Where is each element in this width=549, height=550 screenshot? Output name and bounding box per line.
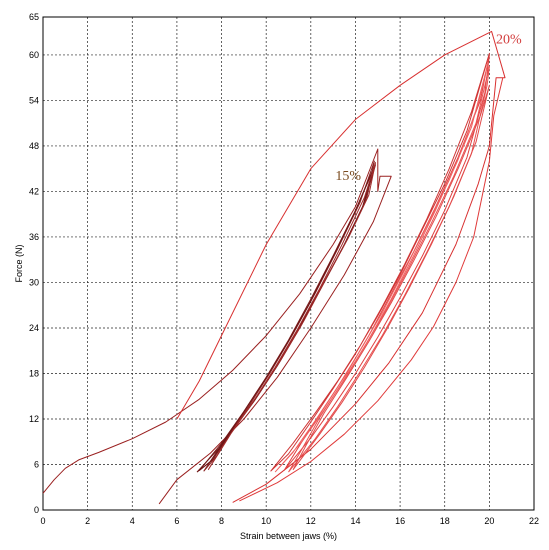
y-tick-label: 6 — [34, 459, 39, 469]
series-line-6 — [176, 30, 506, 503]
series-line-12 — [239, 77, 504, 502]
y-tick-label: 42 — [29, 186, 39, 196]
x-tick-label: 16 — [395, 516, 405, 526]
tick-labels: 0 2 4 6 8 10 12 14 16 18 20 22061218243036424854606… — [29, 12, 539, 526]
y-tick-label: 65 — [29, 12, 39, 22]
series-line-2 — [198, 164, 376, 471]
x-tick-label: 12 — [306, 516, 316, 526]
x-tick-label: 14 — [350, 516, 360, 526]
x-tick-label: 20 — [484, 516, 494, 526]
x-axis-label: Strain between jaws (%) — [240, 531, 337, 541]
y-tick-label: 0 — [34, 505, 39, 515]
annotation-label: 15% — [335, 169, 361, 184]
y-tick-label: 54 — [29, 95, 39, 105]
x-tick-label: 0 — [40, 516, 45, 526]
grid — [43, 17, 534, 510]
series-line-7 — [283, 54, 490, 471]
y-tick-label: 18 — [29, 368, 39, 378]
y-tick-label: 48 — [29, 141, 39, 151]
series-line-5 — [207, 162, 376, 471]
y-tick-label: 24 — [29, 323, 39, 333]
series-line-8 — [288, 65, 490, 473]
series-line-1 — [42, 148, 392, 505]
x-tick-label: 2 — [85, 516, 90, 526]
annotation-label: 20% — [496, 33, 522, 48]
y-tick-label: 30 — [29, 277, 39, 287]
plot-frame — [42, 16, 535, 511]
x-tick-label: 18 — [440, 516, 450, 526]
y-axis-label: Force (N) — [14, 244, 24, 282]
x-tick-label: 6 — [174, 516, 179, 526]
series-line-10 — [270, 52, 490, 472]
series-line-9 — [274, 62, 489, 473]
series-line-3 — [203, 160, 375, 472]
y-tick-label: 36 — [29, 232, 39, 242]
x-tick-label: 10 — [261, 516, 271, 526]
x-tick-label: 4 — [130, 516, 135, 526]
annotations: 15% 20% — [335, 33, 522, 185]
series-line-4 — [196, 168, 374, 473]
y-tick-label: 60 — [29, 50, 39, 60]
series-layer — [42, 30, 506, 505]
y-tick-label: 12 — [29, 414, 39, 424]
x-tick-label: 8 — [219, 516, 224, 526]
x-tick-label: 22 — [529, 516, 539, 526]
series-line-11 — [292, 84, 490, 471]
